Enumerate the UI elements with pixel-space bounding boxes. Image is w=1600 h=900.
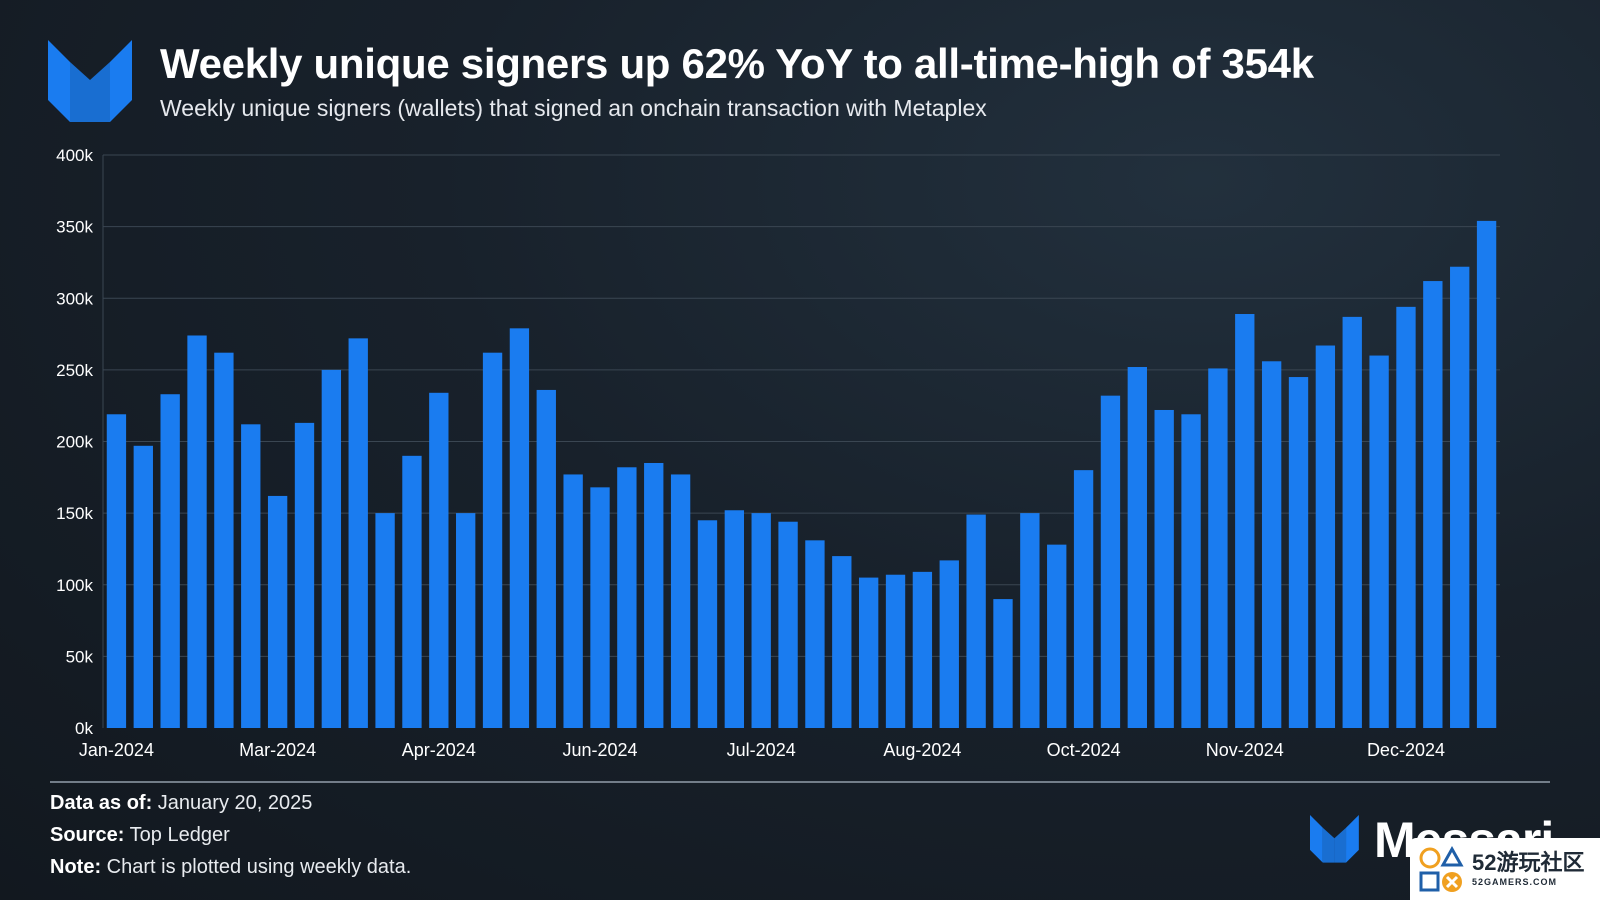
- bar: [993, 599, 1013, 728]
- messari-logo-icon: [1310, 815, 1359, 863]
- bar: [456, 513, 476, 729]
- bar-chart: 0k 50k 100k 150k 200k 250k 300k 350k 400k Jan-202…: [56, 146, 1500, 760]
- x-tick-label: Aug-2024: [883, 740, 961, 760]
- bar: [375, 513, 395, 729]
- bar: [563, 474, 583, 728]
- x-tick-label: Jul-2024: [727, 740, 796, 760]
- bar: [348, 338, 368, 728]
- controller-buttons-icon: [1419, 845, 1464, 892]
- bar: [1020, 513, 1040, 729]
- watermark-sub: 52GAMERS.COM: [1472, 876, 1558, 887]
- y-tick-label: 300k: [56, 289, 93, 308]
- bar: [939, 560, 959, 728]
- x-tick-label: Oct-2024: [1047, 740, 1121, 760]
- y-tick-label: 150k: [56, 504, 93, 523]
- bar: [536, 389, 556, 728]
- bar: [751, 513, 771, 729]
- x-tick-label: Jun-2024: [562, 740, 637, 760]
- y-tick-label: 50k: [66, 647, 94, 666]
- y-tick-label: 350k: [56, 218, 93, 237]
- bar: [133, 445, 153, 728]
- bar: [402, 455, 422, 728]
- bar: [1288, 377, 1309, 728]
- y-tick-label: 100k: [56, 576, 93, 595]
- bar: [1181, 414, 1201, 728]
- chart-subtitle: Weekly unique signers (wallets) that sig…: [160, 95, 987, 121]
- bar: [912, 571, 933, 728]
- bar: [1369, 355, 1389, 728]
- bar: [160, 394, 180, 728]
- bar: [187, 335, 207, 728]
- bar: [1423, 281, 1443, 728]
- bar: [1476, 220, 1497, 728]
- y-tick-label: 250k: [56, 361, 93, 380]
- x-tick-label: Jan-2024: [79, 740, 154, 760]
- bar: [885, 574, 906, 728]
- y-tick-label: 0k: [75, 719, 93, 738]
- x-tick-label: Dec-2024: [1367, 740, 1445, 760]
- bar: [670, 474, 691, 728]
- bar: [1127, 367, 1147, 728]
- bar: [1047, 544, 1067, 728]
- bar: [1208, 368, 1228, 728]
- bar: [966, 514, 986, 728]
- bar: [294, 422, 315, 728]
- bar: [617, 467, 637, 728]
- bar: [832, 556, 852, 728]
- source: Source: Top Ledger: [50, 824, 230, 847]
- bar: [321, 369, 342, 729]
- data-as-of-label: Data as of:: [50, 792, 153, 814]
- bar: [778, 521, 798, 728]
- x-tick-label: Nov-2024: [1206, 740, 1284, 760]
- watermark-main: 52游玩社区: [1472, 849, 1585, 875]
- chart-title: Weekly unique signers up 62% YoY to all-…: [160, 40, 1314, 87]
- source-value: Top Ledger: [124, 824, 230, 846]
- y-tick-label: 200k: [56, 433, 93, 452]
- bar: [1235, 314, 1255, 728]
- source-label: Source:: [50, 824, 125, 846]
- metaplex-logo-icon: [48, 40, 132, 122]
- bar: [1100, 395, 1121, 728]
- bar: [697, 520, 718, 728]
- x-tick-label: Mar-2024: [239, 740, 316, 760]
- bar: [858, 577, 879, 728]
- note-label: Note:: [50, 856, 102, 878]
- bar: [805, 540, 825, 728]
- bar: [1315, 345, 1336, 728]
- footer-divider: [50, 781, 1550, 783]
- note-value: Chart is plotted using weekly data.: [101, 856, 412, 878]
- bar: [1396, 306, 1416, 728]
- bar: [241, 424, 261, 728]
- bar: [1073, 470, 1094, 728]
- bar: [267, 495, 288, 728]
- bar: [106, 414, 127, 728]
- x-tick-label: Apr-2024: [402, 740, 476, 760]
- bar: [590, 487, 610, 728]
- note: Note: Chart is plotted using weekly data…: [50, 856, 411, 879]
- bar: [644, 462, 664, 728]
- bar: [214, 352, 234, 728]
- bar: [1154, 409, 1174, 728]
- bar: [1261, 361, 1282, 728]
- bar: [482, 352, 503, 728]
- data-as-of-value: January 20, 2025: [152, 792, 313, 814]
- bar: [509, 328, 530, 728]
- bar: [724, 510, 745, 728]
- bar: [429, 392, 449, 728]
- data-as-of: Data as of: January 20, 2025: [50, 792, 312, 815]
- bar: [1342, 316, 1362, 728]
- watermark: 52游玩社区 52GAMERS.COM: [1410, 838, 1600, 900]
- bar: [1450, 266, 1470, 728]
- y-tick-label: 400k: [56, 146, 93, 165]
